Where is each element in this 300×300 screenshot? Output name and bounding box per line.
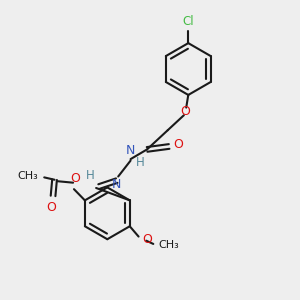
Text: H: H: [136, 156, 145, 169]
Text: O: O: [174, 139, 183, 152]
Text: CH₃: CH₃: [159, 240, 179, 250]
Text: O: O: [47, 201, 56, 214]
Text: O: O: [142, 233, 152, 246]
Text: H: H: [86, 169, 94, 182]
Text: O: O: [70, 172, 80, 185]
Text: N: N: [112, 178, 122, 191]
Text: O: O: [180, 105, 190, 118]
Text: N: N: [126, 144, 135, 157]
Text: Cl: Cl: [182, 14, 194, 28]
Text: CH₃: CH₃: [18, 171, 38, 181]
